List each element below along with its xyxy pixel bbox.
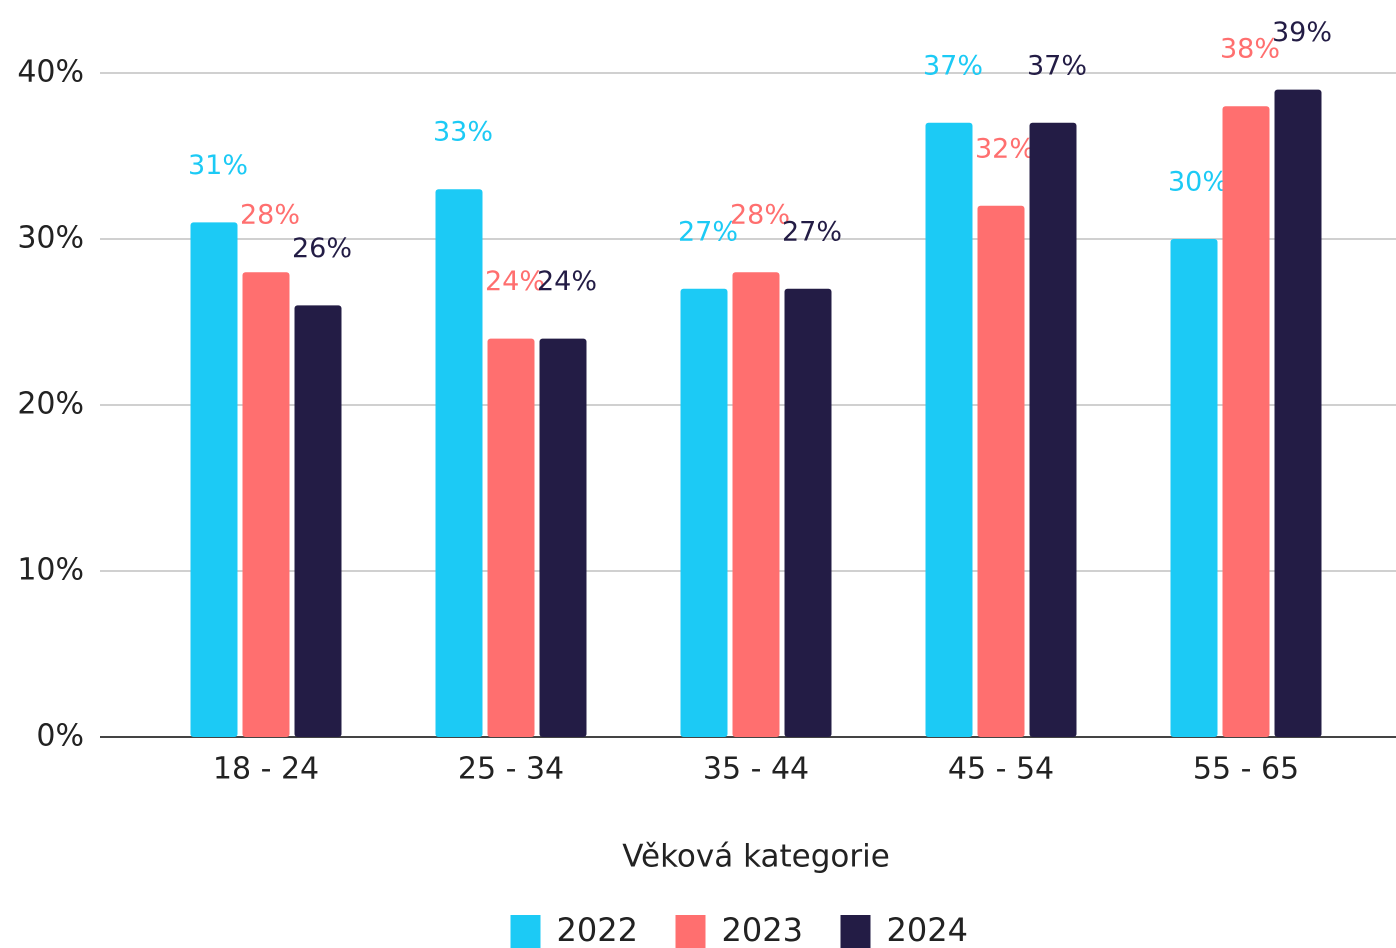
bar [1222,106,1270,737]
value-label: 26% [292,233,352,264]
value-label: 30% [1168,167,1228,198]
bar [977,205,1025,738]
bar [539,338,587,737]
value-label: 31% [188,150,248,181]
bar [435,189,483,737]
x-tick-label: 35 - 44 [703,752,809,787]
x-tick-label: 55 - 65 [1193,752,1299,787]
bar [1029,122,1077,738]
bar [925,122,973,738]
y-tick-label: 10% [17,553,84,588]
x-axis-label: Věková kategorie [622,839,890,875]
x-tick-label: 45 - 54 [948,752,1054,787]
bar [190,222,238,737]
bar [680,288,728,737]
value-label: 38% [1220,34,1280,65]
value-label: 24% [537,266,597,297]
bar [732,272,780,737]
bar [784,288,832,737]
value-label: 39% [1272,17,1332,48]
value-label: 33% [433,117,493,148]
legend-swatch [840,915,871,948]
bar [487,338,535,737]
y-tick-label: 0% [36,719,84,754]
value-label: 27% [678,216,738,247]
legend-label: 2024 [887,911,968,948]
legend-label: 2022 [557,911,638,948]
value-label: 28% [730,200,790,231]
y-tick-label: 20% [17,387,84,422]
bar [1274,89,1322,738]
bar [294,305,342,737]
value-label: 24% [485,266,545,297]
legend-label: 2023 [722,911,803,948]
value-label: 28% [240,200,300,231]
value-label: 32% [975,133,1035,164]
bar [242,272,290,737]
legend-swatch [510,915,541,948]
y-tick-label: 40% [17,55,84,90]
value-label: 37% [1027,50,1087,81]
legend-swatch [675,915,706,948]
x-tick-label: 25 - 34 [458,752,564,787]
bar [1170,239,1218,737]
x-tick-label: 18 - 24 [213,752,319,787]
value-label: 27% [782,216,842,247]
value-label: 37% [923,50,983,81]
y-tick-label: 30% [17,221,84,256]
